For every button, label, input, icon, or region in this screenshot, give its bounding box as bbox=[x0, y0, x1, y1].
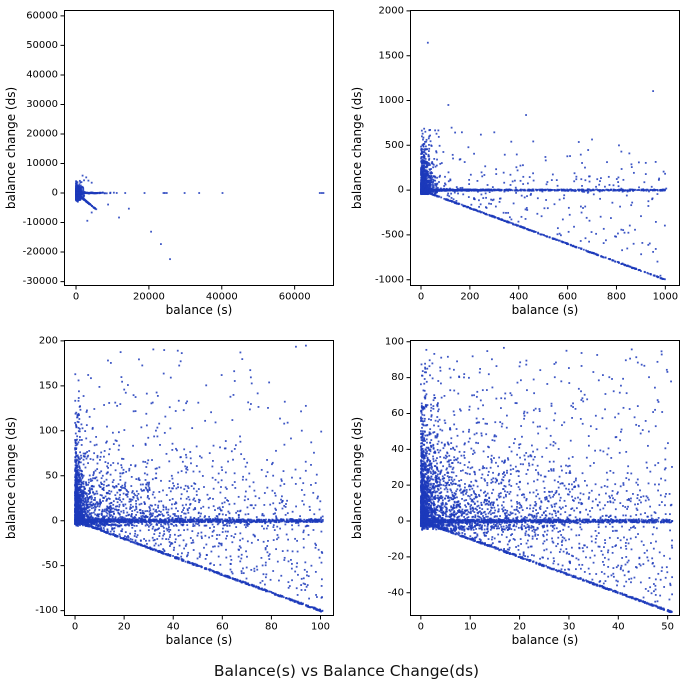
subplot-bottom-left bbox=[0, 330, 346, 660]
subplot-top-left bbox=[0, 0, 346, 330]
scatter-canvas-top-left bbox=[0, 0, 346, 330]
subplot-grid bbox=[0, 0, 693, 660]
scatter-canvas-bottom-left bbox=[0, 330, 346, 660]
figure-title: Balance(s) vs Balance Change(ds) bbox=[213, 662, 480, 680]
scatter-canvas-bottom-right bbox=[346, 330, 692, 660]
scatter-canvas-top-right bbox=[346, 0, 692, 330]
subplot-bottom-right bbox=[346, 330, 693, 660]
subplot-top-right bbox=[346, 0, 693, 330]
